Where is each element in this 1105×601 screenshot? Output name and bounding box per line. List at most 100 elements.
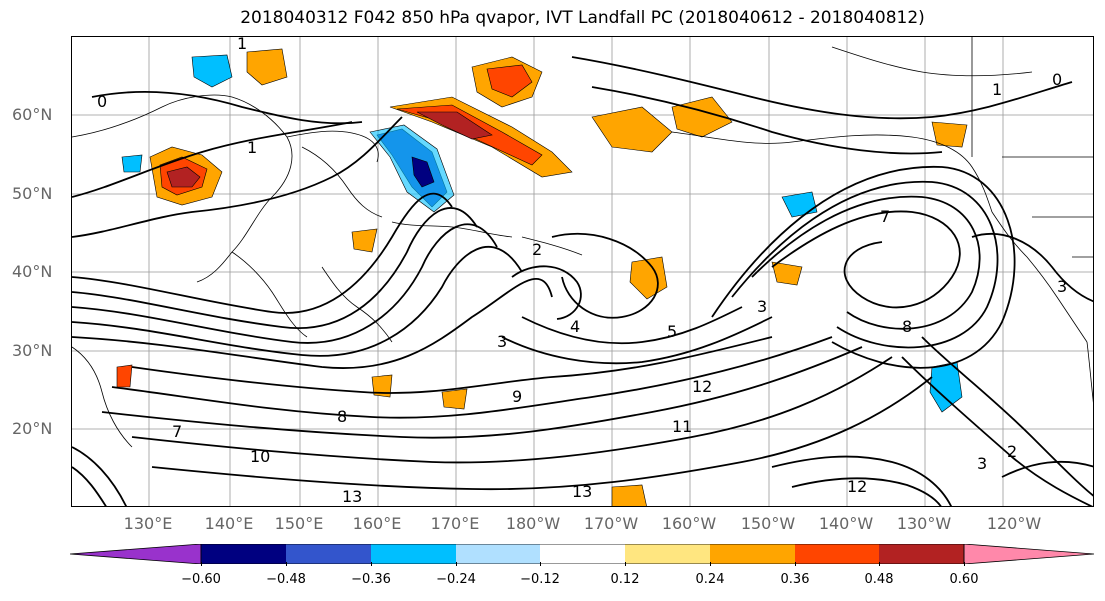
contour-line <box>72 223 498 344</box>
contour-line <box>501 316 773 365</box>
fill-patch <box>166 166 201 188</box>
fill-patch <box>441 388 468 410</box>
colorbar-segment-lt-neg060 <box>70 544 202 564</box>
contour-label: 12 <box>692 377 712 396</box>
colorbar-tick-label: 0.48 <box>864 572 894 587</box>
lon-label-140e: 140°E <box>204 514 254 533</box>
lon-label-160w: 160°W <box>661 514 717 533</box>
lon-label-130e: 130°E <box>123 514 173 533</box>
colorbar-segment-036-048 <box>795 544 879 564</box>
contour-line <box>131 356 893 464</box>
contour-line <box>151 376 933 491</box>
colorbar-tick-label: −0.48 <box>266 572 306 587</box>
fill-patch <box>371 374 393 398</box>
contour-line <box>72 207 478 329</box>
lat-label-60n: 60°N <box>12 105 53 124</box>
contour-line <box>72 446 127 506</box>
contour-line <box>791 477 942 506</box>
lat-label-20n: 20°N <box>12 419 53 438</box>
colorbar-tick-label: 0.60 <box>949 572 979 587</box>
fill-patch <box>771 261 803 286</box>
fill-patch <box>121 154 143 173</box>
contour-line <box>511 265 582 320</box>
fill-patch <box>781 191 818 218</box>
colorbar-segment-neg048-neg036 <box>286 544 371 564</box>
contour-label: 7 <box>172 422 182 441</box>
colorbar-segment-gt-060 <box>963 544 1095 564</box>
coastline <box>391 221 513 238</box>
map-panel: 1 0 1 1 0 2 3 4 5 3 7 9 12 8 10 13 11 13… <box>71 36 1094 507</box>
contour-line <box>72 121 353 198</box>
contour-label: 13 <box>342 487 362 506</box>
lat-label-50n: 50°N <box>12 184 53 203</box>
colorbar-tickmark <box>795 562 796 566</box>
colorbar-tick-label: 0.12 <box>610 572 640 587</box>
fill-patch <box>191 54 233 88</box>
contour-line <box>131 336 773 394</box>
colorbar-segment-neg060-neg048 <box>201 544 286 564</box>
coastline <box>671 131 993 213</box>
contour-line <box>771 455 952 506</box>
contour-line <box>901 356 1093 506</box>
contour-line <box>551 233 659 319</box>
contour-line <box>971 232 1093 303</box>
contour-label: 12 <box>847 477 867 496</box>
contour-label: 9 <box>512 387 522 406</box>
contour-line <box>921 336 1093 497</box>
colorbar <box>70 544 1095 564</box>
contour-line <box>72 277 553 369</box>
colorbar-tickmark <box>371 562 372 566</box>
colorbar-tickmark <box>964 562 965 566</box>
contour-label: 0 <box>1052 70 1062 89</box>
colorbar-tickmark <box>879 562 880 566</box>
contour-line <box>591 86 943 155</box>
contour-line <box>101 346 863 439</box>
lon-label-140w: 140°W <box>818 514 874 533</box>
contour-label: 1 <box>237 37 247 53</box>
ivt-contours <box>72 56 1093 506</box>
contour-label: 10 <box>250 447 270 466</box>
lon-label-170e: 170°E <box>430 514 480 533</box>
colorbar-tickmark <box>286 562 287 566</box>
fill-patch <box>931 121 968 148</box>
lon-label-160e: 160°E <box>352 514 402 533</box>
colorbar-segment-neg036-neg024 <box>371 544 456 564</box>
lat-label-40n: 40°N <box>12 262 53 281</box>
map-title: 2018040312 F042 850 hPa qvapor, IVT Land… <box>240 8 925 28</box>
contour-label: 1 <box>247 138 257 157</box>
coastlines <box>72 37 1093 448</box>
coastline <box>321 266 393 343</box>
coastline <box>301 146 383 218</box>
fill-patch <box>246 48 288 86</box>
colorbar-tickmark <box>201 562 202 566</box>
colorbar-tick-label: −0.36 <box>351 572 391 587</box>
colorbar-outline <box>200 544 965 564</box>
contour-line <box>751 195 981 330</box>
contour-line <box>111 336 833 419</box>
contour-label: 4 <box>570 317 580 336</box>
contour-line <box>72 116 403 238</box>
coastline <box>231 251 308 338</box>
contour-labels: 1 0 1 1 0 2 3 4 5 3 7 9 12 8 10 13 11 13… <box>97 37 1067 506</box>
contour-label: 2 <box>1007 442 1017 461</box>
contour-line <box>571 56 1073 120</box>
colorbar-segment-012-024 <box>625 544 710 564</box>
coastline <box>991 211 1088 343</box>
colorbar-segment-024-036 <box>710 544 795 564</box>
colorbar-segment-neg012-012 <box>540 544 625 564</box>
contour-line <box>1001 460 1093 478</box>
contour-line <box>72 192 453 314</box>
lon-label-120w: 120°W <box>986 514 1042 533</box>
colorbar-tick-label: −0.12 <box>520 572 560 587</box>
colorbar-tick-label: 0.24 <box>695 572 725 587</box>
contour-label: 0 <box>97 92 107 111</box>
qvapor-fill <box>116 48 968 506</box>
fill-patch <box>116 364 133 388</box>
colorbar-tickmark <box>540 562 541 566</box>
contour-label: 8 <box>902 317 912 336</box>
contour-label: 7 <box>880 207 890 226</box>
colorbar-tickmark <box>456 562 457 566</box>
contour-line <box>521 306 743 345</box>
contour-label: 3 <box>497 332 507 351</box>
fill-patch <box>369 124 455 213</box>
